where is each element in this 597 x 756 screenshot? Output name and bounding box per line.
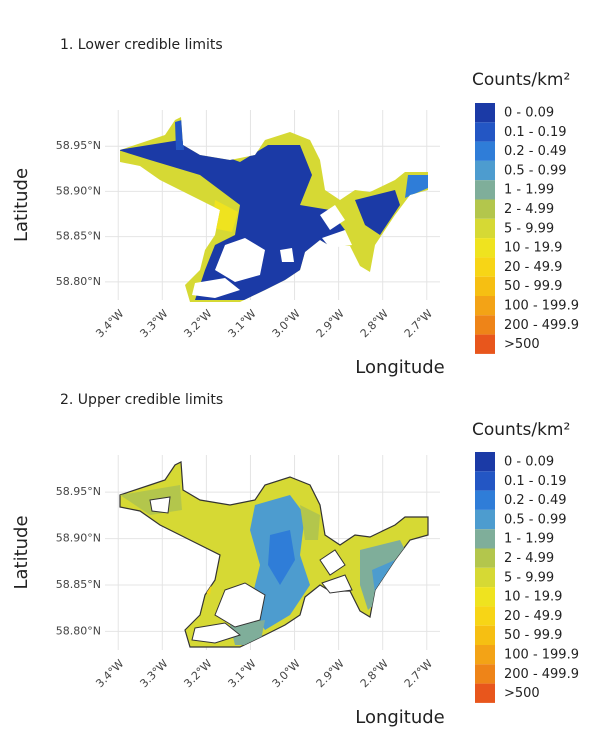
x-tick-label: 2.7°W <box>402 307 435 340</box>
x-tick-label: 3.4°W <box>93 307 126 340</box>
x-tick-label: 3.2°W <box>181 307 214 340</box>
x-axis-title: Longitude <box>355 357 445 378</box>
legend-label: 0 - 0.09 <box>504 455 554 470</box>
y-axis-title: Latitude <box>11 515 32 589</box>
legend-title: Counts/km² <box>472 70 570 90</box>
legend-swatch <box>475 529 495 549</box>
legend-swatch <box>475 238 495 258</box>
legend-label: 50 - 99.9 <box>504 628 562 643</box>
legend-swatch <box>475 683 495 703</box>
map <box>120 117 428 302</box>
legend-swatch <box>475 548 495 568</box>
x-axis-title: Longitude <box>355 707 445 728</box>
y-tick-label: 58.85°N <box>56 230 101 243</box>
x-tick-label: 3.2°W <box>181 657 214 690</box>
legend-label: 20 - 49.9 <box>504 609 562 624</box>
x-tick-label: 3.0°W <box>270 307 303 340</box>
legend-label: 0.1 - 0.19 <box>504 474 567 489</box>
legend-label: 0.5 - 0.99 <box>504 163 567 178</box>
x-tick-label: 2.8°W <box>358 657 391 690</box>
legend-label: >500 <box>504 337 540 352</box>
legend-label: 0 - 0.09 <box>504 106 554 121</box>
y-tick-label: 58.80°N <box>56 624 101 637</box>
y-axis-title: Latitude <box>11 168 32 242</box>
x-tick-label: 3.1°W <box>226 307 259 340</box>
legend-label: 200 - 499.9 <box>504 318 579 333</box>
x-tick-label: 3.0°W <box>270 657 303 690</box>
x-tick-label: 3.3°W <box>137 307 170 340</box>
y-tick-label: 58.95°N <box>56 139 101 152</box>
legend: Counts/km² 0 - 0.09 0.1 - 0.19 0.2 - 0.49 0.… <box>472 70 579 354</box>
legend-label: 10 - 19.9 <box>504 241 562 256</box>
panel-title: 2. Upper credible limits <box>60 392 223 408</box>
legend-swatch <box>475 471 495 491</box>
legend-swatch <box>475 452 495 472</box>
legend-label: 50 - 99.9 <box>504 279 562 294</box>
legend-label: 100 - 199.9 <box>504 299 579 314</box>
legend-label: 5 - 9.99 <box>504 221 554 236</box>
x-tick-label: 3.3°W <box>137 657 170 690</box>
legend-swatch <box>475 509 495 530</box>
legend-swatch <box>475 122 495 142</box>
legend-swatch <box>475 199 495 219</box>
x-tick-label: 2.9°W <box>314 657 347 690</box>
legend-swatch <box>475 664 495 684</box>
legend-label: 0.5 - 0.99 <box>504 512 567 527</box>
legend-swatch <box>475 606 495 626</box>
legend-swatch <box>475 103 495 123</box>
legend-swatch <box>475 257 495 277</box>
legend-swatch <box>475 334 495 354</box>
legend-label: 2 - 4.99 <box>504 551 554 566</box>
legend-swatch <box>475 587 495 607</box>
panel: 1. Lower credible limits 3.4°W 3.3°W 3.2°W… <box>11 37 579 378</box>
legend-swatch <box>475 218 495 239</box>
legend-label: 20 - 49.9 <box>504 260 562 275</box>
y-tick-label: 58.90°N <box>56 184 101 197</box>
legend-label: 200 - 499.9 <box>504 667 579 682</box>
legend-swatch <box>475 315 495 335</box>
legend: Counts/km² 0 - 0.09 0.1 - 0.19 0.2 - 0.49 0.… <box>472 420 579 703</box>
map <box>119 461 429 648</box>
panel-title: 1. Lower credible limits <box>60 37 223 53</box>
legend-swatch <box>475 180 495 200</box>
x-tick-label: 2.8°W <box>358 307 391 340</box>
legend-swatch <box>475 160 495 181</box>
legend-label: 0.2 - 0.49 <box>504 144 567 159</box>
x-tick-label: 2.9°W <box>314 307 347 340</box>
legend-label: 100 - 199.9 <box>504 648 579 663</box>
legend-swatch <box>475 296 495 316</box>
legend-title: Counts/km² <box>472 420 570 440</box>
x-tick-label: 3.4°W <box>93 657 126 690</box>
legend-swatch <box>475 141 495 161</box>
x-tick-label: 3.1°W <box>226 657 259 690</box>
legend-label: 0.2 - 0.49 <box>504 493 567 508</box>
legend-label: 1 - 1.99 <box>504 183 554 198</box>
legend-label: 1 - 1.99 <box>504 532 554 547</box>
legend-label: 2 - 4.99 <box>504 202 554 217</box>
x-tick-label: 2.7°W <box>402 657 435 690</box>
legend-label: >500 <box>504 686 540 701</box>
legend-label: 0.1 - 0.19 <box>504 125 567 140</box>
legend-swatch <box>475 276 495 296</box>
y-tick-label: 58.80°N <box>56 275 101 288</box>
legend-label: 10 - 19.9 <box>504 590 562 605</box>
y-tick-label: 58.90°N <box>56 532 101 545</box>
legend-swatch <box>475 625 495 645</box>
y-tick-label: 58.95°N <box>56 485 101 498</box>
legend-swatch <box>475 490 495 510</box>
legend-label: 5 - 9.99 <box>504 570 554 585</box>
panel: 2. Upper credible limits 3.4°W 3.3°W 3.2°W… <box>11 392 579 728</box>
legend-swatch <box>475 567 495 588</box>
y-tick-label: 58.85°N <box>56 578 101 591</box>
legend-swatch <box>475 645 495 665</box>
